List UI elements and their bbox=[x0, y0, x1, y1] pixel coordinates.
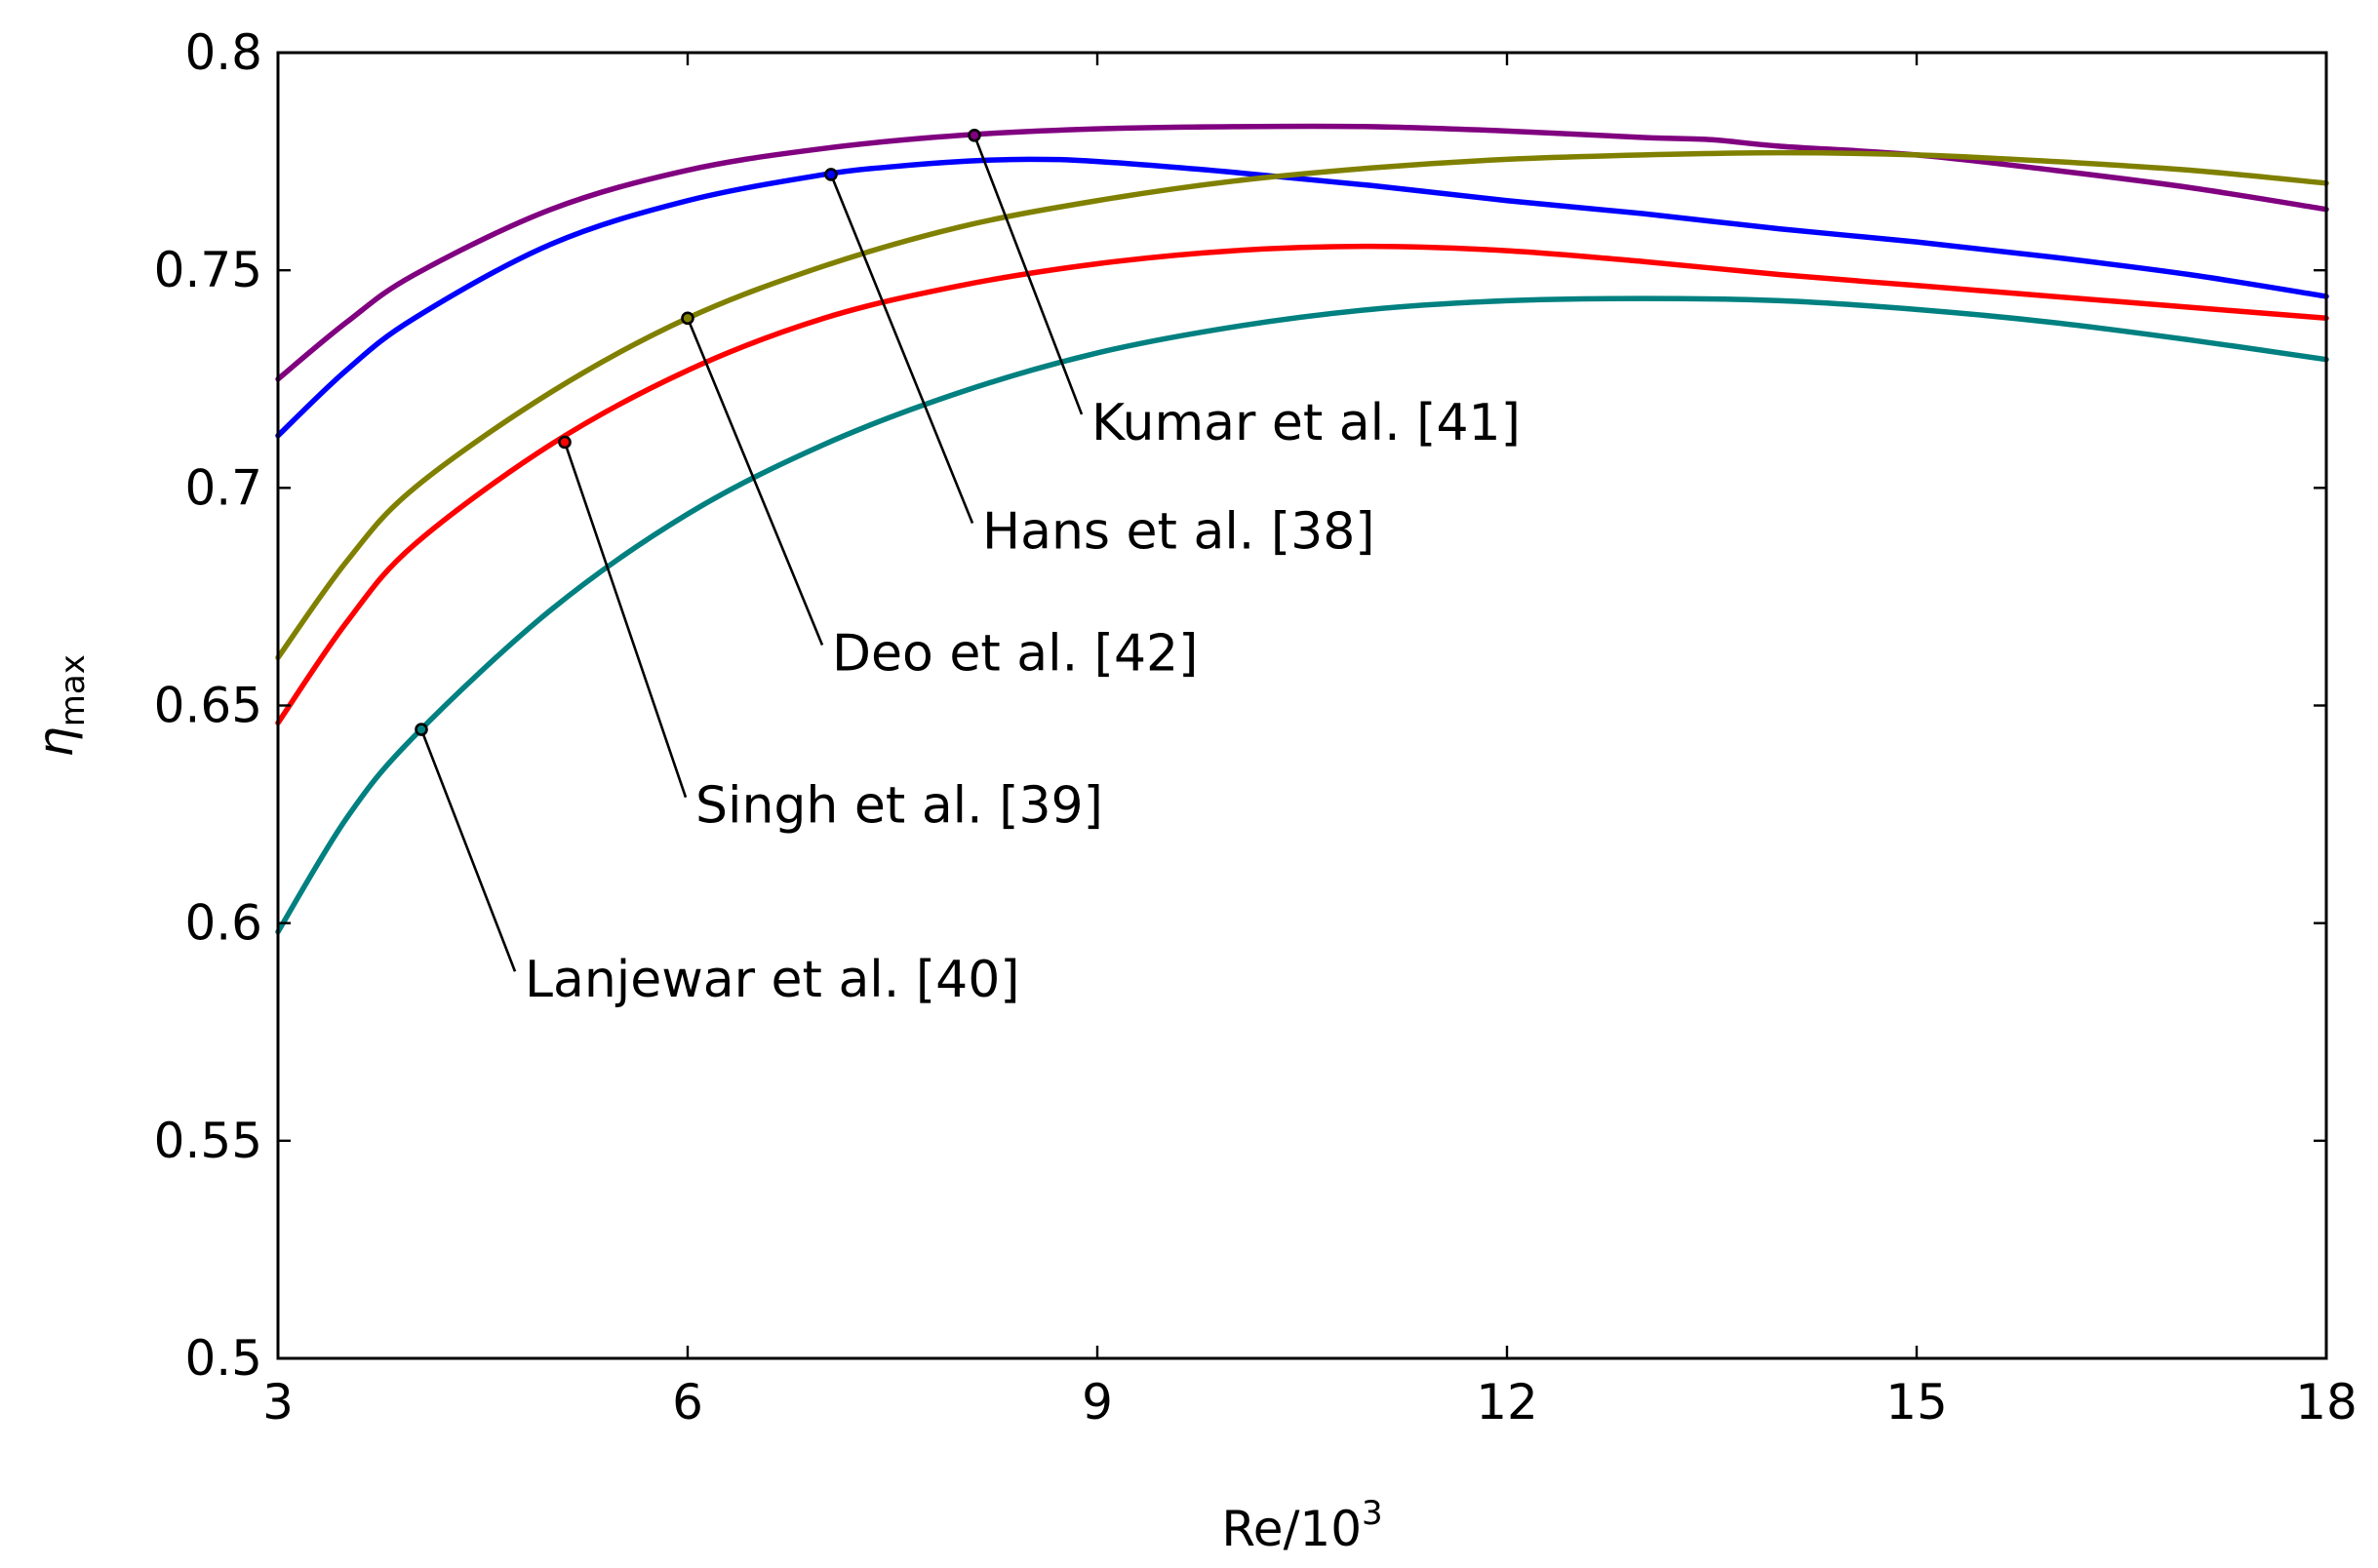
x-tick-label: 6 bbox=[672, 1374, 703, 1431]
annotation-layer: Kumar et al. [41] Hans et al. [38] Deo et … bbox=[415, 129, 1521, 1009]
marker-hans-et-al-38 bbox=[824, 168, 838, 181]
y-axis-label: ηmax bbox=[27, 654, 93, 758]
y-tick-label: 0.7 bbox=[184, 459, 262, 516]
marker-singh-et-al-39 bbox=[558, 435, 572, 450]
y-tick-label: 0.5 bbox=[184, 1330, 262, 1387]
x-axis-label: Re/103 bbox=[1221, 1494, 1382, 1557]
y-tick-label: 0.65 bbox=[154, 678, 262, 734]
annotation-label-singh-et-al-39: Singh et al. [39] bbox=[695, 777, 1103, 836]
x-tick-label: 18 bbox=[2295, 1374, 2358, 1431]
x-axis-label-main: Re/10 bbox=[1221, 1501, 1362, 1557]
y-tick-label: 0.55 bbox=[154, 1113, 262, 1169]
series-layer bbox=[275, 123, 2329, 935]
series-line-singh-et-al-39 bbox=[275, 243, 2329, 726]
leader-line-singh-et-al-39 bbox=[563, 442, 688, 799]
annotation-label-kumar-et-al-41: Kumar et al. [41] bbox=[1091, 394, 1521, 452]
series-line-lanjewar-et-al-40 bbox=[275, 295, 2329, 935]
y-axis-label-subscript: max bbox=[54, 654, 93, 726]
x-tick-label: 9 bbox=[1082, 1374, 1113, 1431]
annotation-label-lanjewar-et-al-40: Lanjewar et al. [40] bbox=[525, 951, 1020, 1009]
y-tick-label: 0.8 bbox=[184, 24, 262, 81]
y-tick-label: 0.75 bbox=[154, 242, 262, 298]
y-tick-label: 0.6 bbox=[184, 895, 262, 952]
leader-line-hans-et-al-38 bbox=[829, 174, 974, 524]
series-line-deo-et-al-42 bbox=[275, 149, 2329, 661]
x-tick-label: 3 bbox=[262, 1374, 294, 1431]
tick-layer: 3 6 9 12 15 18 0.5 0.55 0.6 0.65 0.7 0.75 0.8 bbox=[154, 24, 2358, 1431]
leader-line-lanjewar-et-al-40 bbox=[419, 728, 517, 972]
y-axis-label-main: η bbox=[27, 726, 84, 758]
x-tick-label: 15 bbox=[1885, 1374, 1948, 1431]
x-axis-label-superscript: 3 bbox=[1362, 1494, 1383, 1533]
leader-line-deo-et-al-42 bbox=[686, 317, 824, 646]
x-tick-label: 12 bbox=[1476, 1374, 1538, 1431]
leader-line-kumar-et-al-41 bbox=[972, 135, 1084, 415]
marker-lanjewar-et-al-40 bbox=[415, 723, 428, 736]
series-line-hans-et-al-38 bbox=[275, 156, 2329, 439]
annotation-label-deo-et-al-42: Deo et al. [42] bbox=[832, 624, 1198, 683]
annotation-label-hans-et-al-38: Hans et al. [38] bbox=[982, 503, 1375, 562]
marker-deo-et-al-42 bbox=[681, 311, 694, 326]
marker-kumar-et-al-41 bbox=[968, 129, 981, 142]
